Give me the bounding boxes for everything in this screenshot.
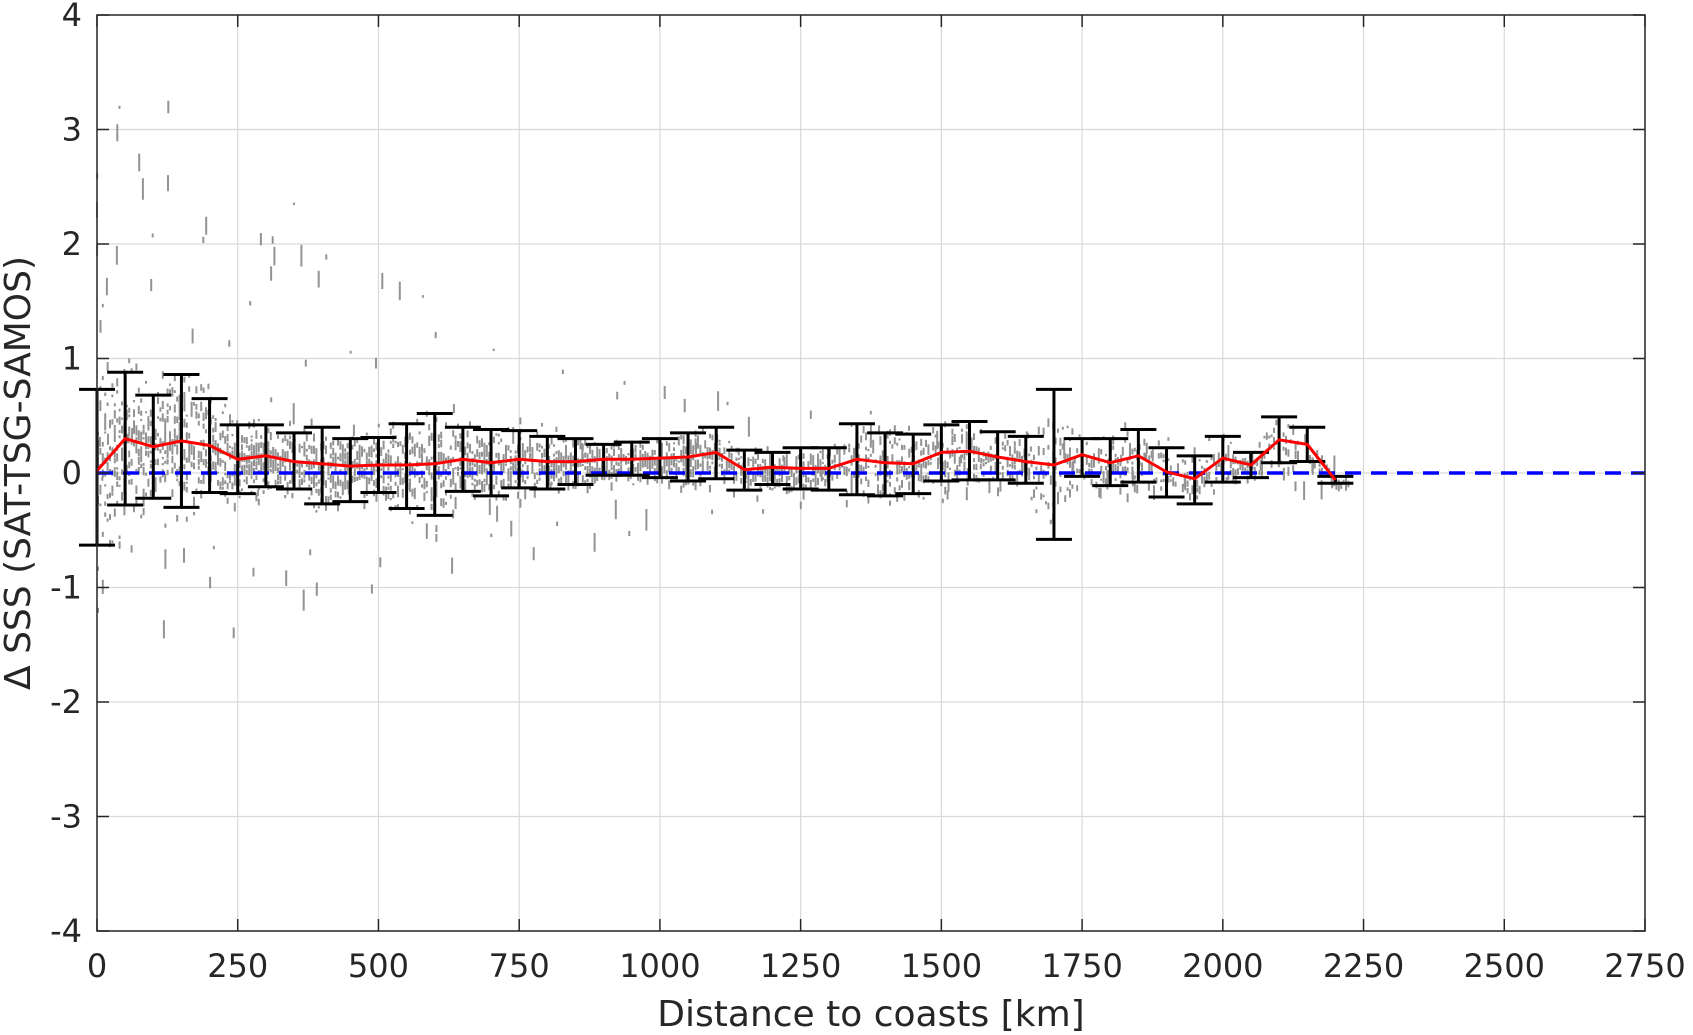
- y-tick-label: 1: [62, 340, 82, 378]
- error-bar: [1007, 434, 1044, 485]
- error-bar: [304, 425, 341, 506]
- y-tick-label: -4: [50, 912, 82, 950]
- x-tick-label: 750: [489, 947, 550, 985]
- x-tick-label: 1750: [1041, 947, 1122, 985]
- y-tick-labels: -4 -3 -2 -1 0 1 2 3 4: [50, 0, 82, 950]
- y-tick-label: 3: [62, 111, 82, 149]
- y-tick-label: -1: [50, 569, 82, 607]
- x-tick-label: 2500: [1464, 947, 1545, 985]
- x-tick-label: 2250: [1323, 947, 1404, 985]
- y-tick-label: -2: [50, 683, 82, 721]
- x-tick-label: 1000: [619, 947, 700, 985]
- y-axis-label: Δ SSS (SAT-TSG-SAMOS): [0, 256, 39, 690]
- x-tick-label: 2750: [1604, 947, 1685, 985]
- y-tick-label: 4: [62, 0, 82, 34]
- x-tick-label: 250: [207, 947, 268, 985]
- ticks: [96, 14, 1646, 932]
- y-tick-label: 2: [62, 225, 82, 263]
- error-bars: [79, 370, 1354, 547]
- x-tick-label: 1500: [901, 947, 982, 985]
- x-tick-label: 0: [87, 947, 107, 985]
- x-tick-label: 500: [348, 947, 409, 985]
- y-tick-label: -3: [50, 798, 82, 836]
- y-tick-label: 0: [62, 454, 82, 492]
- mean-line: [95, 436, 1337, 481]
- x-axis-label: Distance to coasts [km]: [657, 994, 1084, 1035]
- x-tick-labels: 0 250 500 750 1000 1250 1500 1750 2000 2250 2500 27…: [87, 947, 1686, 985]
- x-tick-label: 1250: [760, 947, 841, 985]
- x-tick-label: 2000: [1182, 947, 1263, 985]
